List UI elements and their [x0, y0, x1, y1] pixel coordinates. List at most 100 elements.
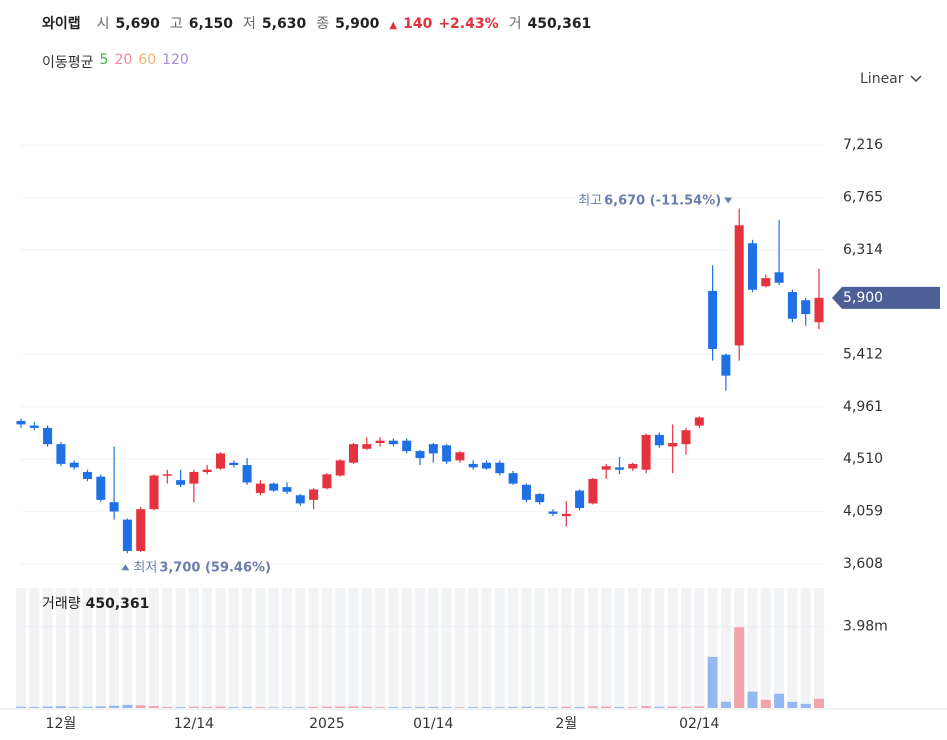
- volume-bar: [255, 707, 266, 708]
- volume-label: 거: [508, 16, 522, 32]
- volume-column-bg: [561, 588, 572, 708]
- candle-body: [43, 427, 53, 445]
- legend-entry: 60: [138, 52, 157, 68]
- volume-column-bg: [774, 588, 785, 708]
- chevron[interactable]: [909, 75, 922, 83]
- max-label-prefix: 최고: [578, 193, 602, 208]
- volume-column-bg: [122, 588, 133, 708]
- volume-column-bg: [481, 588, 492, 708]
- volume-bar: [521, 706, 532, 708]
- min-label-prefix: 최저: [133, 560, 157, 575]
- volume-bar: [627, 707, 638, 708]
- candle-body: [641, 434, 651, 470]
- candle-body: [335, 460, 345, 476]
- volume-bar: [82, 706, 93, 708]
- y-tick-label: 5,412: [843, 347, 883, 363]
- volume-column-bg: [494, 588, 505, 708]
- volume-bar: [175, 707, 186, 708]
- volume-bar: [667, 706, 678, 708]
- ma-label: 이동평균: [42, 55, 94, 71]
- close-value: 5,900: [335, 16, 380, 32]
- volume-column-bg: [428, 588, 439, 708]
- volume-column-bg: [361, 588, 372, 708]
- candle-body: [468, 463, 478, 468]
- candle-body: [255, 483, 265, 493]
- volume-column-bg: [255, 588, 266, 708]
- volume-bar: [228, 707, 239, 708]
- candle-body: [601, 466, 611, 470]
- candle-body: [176, 480, 186, 485]
- y-tick-label: 4,059: [843, 504, 883, 520]
- candle-body: [561, 513, 571, 517]
- volume-column-bg: [42, 588, 53, 708]
- volume-bar: [415, 706, 425, 708]
- volume-column-bg: [415, 588, 425, 708]
- candle-body: [362, 444, 372, 449]
- candle-body: [761, 278, 771, 287]
- volume-bar: [149, 706, 159, 708]
- volume-bar: [574, 706, 585, 708]
- candle-body: [734, 225, 744, 346]
- volume-column-bg: [16, 588, 26, 708]
- y-tick-label: 7,216: [843, 137, 883, 153]
- volume-bar: [268, 707, 279, 708]
- candle-body: [122, 519, 132, 551]
- volume-column-bg: [242, 588, 253, 708]
- volume-column-bg: [162, 588, 173, 708]
- volume-column-bg: [175, 588, 186, 708]
- scale-mode[interactable]: Linear: [860, 71, 922, 87]
- volume-bar: [587, 706, 598, 708]
- volume-bar: [69, 707, 80, 708]
- volume-column-bg: [601, 588, 612, 708]
- candle-body: [508, 473, 518, 484]
- stock-name: 와이랩: [42, 16, 81, 32]
- y-tick-label: 4,961: [843, 399, 883, 415]
- volume-bar: [202, 706, 213, 708]
- volume-column-bg: [587, 588, 598, 708]
- volume-bar: [534, 706, 545, 708]
- candle-body: [801, 300, 811, 315]
- volume-column-bg: [720, 588, 731, 708]
- change-pct: +2.43%: [438, 16, 499, 32]
- price-tag: [832, 286, 940, 309]
- volume-column-bg: [667, 588, 678, 708]
- candle-body: [309, 489, 319, 500]
- min-label: 최저 3,700 (59.46%): [133, 560, 271, 575]
- volume-bar: [348, 706, 359, 708]
- volume-column-bg: [295, 588, 306, 708]
- volume-column-bg: [614, 588, 625, 708]
- scale-mode-label[interactable]: Linear: [860, 71, 904, 87]
- volume-column-bg: [109, 588, 120, 708]
- volume-bar: [654, 706, 665, 708]
- candle-body: [495, 462, 505, 474]
- candle-body: [628, 463, 638, 469]
- y-tick-label: 6,765: [843, 189, 883, 205]
- candle-body: [149, 475, 159, 510]
- y-tick-label: 6,314: [843, 242, 883, 258]
- volume-bar: [548, 707, 558, 708]
- candle-body: [521, 484, 531, 500]
- candle-body: [189, 472, 199, 484]
- candle-body: [375, 440, 385, 443]
- volume-column-bg: [508, 588, 519, 708]
- volume-column-bg: [694, 588, 705, 708]
- volume-bar: [55, 706, 66, 708]
- volume-bar: [814, 698, 824, 708]
- candle-body: [654, 434, 664, 446]
- candle-body: [442, 445, 452, 462]
- open-value: 5,690: [115, 16, 160, 32]
- volume-column-bg: [69, 588, 80, 708]
- volume-bar: [16, 706, 26, 708]
- candle-body: [615, 467, 624, 470]
- volume-bar: [800, 703, 811, 708]
- candle-body: [136, 509, 146, 551]
- volume-bar: [614, 706, 625, 708]
- max-label-text: 6,670 (-11.54%): [604, 193, 721, 208]
- x-tick-label: 2025: [309, 716, 345, 732]
- volume-bar: [641, 706, 652, 708]
- volume-bar: [242, 706, 253, 708]
- candle-body: [388, 440, 398, 445]
- x-tick-label: 12/14: [174, 716, 214, 732]
- volume-column-bg: [268, 588, 279, 708]
